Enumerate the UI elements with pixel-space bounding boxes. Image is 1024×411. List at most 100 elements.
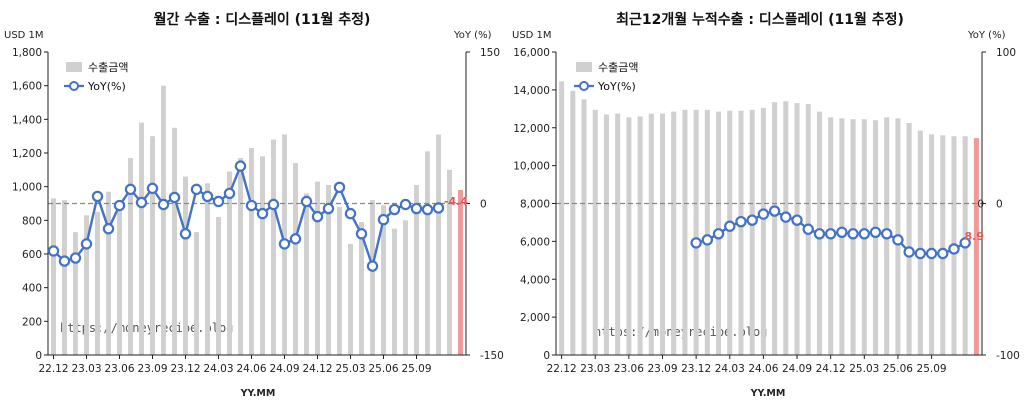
yoy-point	[201, 190, 214, 203]
yoy-point	[267, 198, 280, 211]
x-tick-label: 22.12	[38, 363, 68, 375]
bar	[425, 151, 430, 355]
bar	[738, 110, 744, 355]
legend-label: 수출금액	[598, 61, 638, 74]
bar	[337, 206, 342, 355]
y2-tick-label: 100	[996, 47, 1016, 59]
bar	[414, 184, 419, 355]
bar	[794, 103, 800, 355]
yoy-point	[289, 233, 302, 245]
bar	[603, 114, 609, 356]
bar	[359, 222, 364, 355]
bar	[381, 205, 386, 355]
yoy-point	[824, 228, 837, 240]
yoy-point	[168, 191, 181, 204]
y-tick-label: 600	[22, 249, 42, 261]
bar	[403, 220, 408, 355]
yoy-point	[344, 207, 357, 220]
bar	[559, 81, 565, 356]
chart-cumulative-exports: 최근12개월 누적수출 : 디스플레이 (11월 추정) USD 1M YoY …	[512, 11, 1020, 399]
bar	[447, 169, 452, 355]
bar	[128, 158, 133, 355]
bar	[205, 183, 210, 355]
chart-monthly-exports: 월간 수출 : 디스플레이 (11월 추정) USD 1M YoY (%) YY…	[4, 11, 504, 399]
yoy-point	[791, 214, 803, 226]
bar	[392, 228, 397, 355]
y-tick-label: 800	[22, 215, 42, 227]
x-tick-label: 23.12	[170, 363, 200, 375]
legend-label: YoY(%)	[87, 80, 126, 93]
yoy-point	[948, 243, 960, 255]
bar	[370, 200, 375, 355]
yoy-point	[712, 228, 725, 240]
y2-tick-label: -150	[480, 350, 504, 362]
x-tick-label: 25.09	[917, 363, 947, 375]
bar	[260, 156, 265, 355]
bar	[682, 109, 688, 356]
x-tick-label: 24.06	[236, 363, 266, 375]
yoy-point	[113, 199, 126, 212]
legend-label: 수출금액	[88, 61, 128, 74]
last-value-label: -4.4	[444, 195, 468, 208]
bar	[973, 138, 979, 355]
yoy-point	[190, 183, 203, 196]
x-tick-label: 24.06	[748, 363, 778, 375]
bar	[62, 200, 67, 355]
bar	[581, 99, 587, 355]
x-tick-label: 23.12	[681, 363, 711, 375]
bar	[704, 109, 710, 356]
bar	[95, 211, 100, 355]
bar	[749, 109, 755, 356]
yoy-point	[157, 198, 170, 211]
bar	[326, 184, 331, 355]
yoy-point	[768, 205, 781, 217]
bar	[150, 136, 155, 355]
x-tick-label: 24.09	[269, 363, 299, 375]
yoy-point	[399, 198, 412, 211]
x-tick-label: 23.03	[71, 363, 101, 375]
bar	[315, 181, 320, 355]
watermark: https://moneyrecipe.blog	[594, 325, 767, 339]
bar	[216, 216, 221, 355]
yoy-point	[58, 255, 71, 267]
x-axis-label: YY.MM	[240, 388, 276, 399]
y-tick-label: 14,000	[513, 85, 550, 97]
bar	[117, 200, 122, 355]
yoy-point	[914, 247, 927, 260]
yoy-point	[757, 208, 770, 220]
y-tick-label: 8,000	[520, 199, 550, 211]
x-tick-label: 23.03	[580, 363, 610, 375]
y2-axis-unit: YoY (%)	[967, 30, 1006, 41]
x-tick-label: 22.12	[547, 363, 577, 375]
x-tick-label: 24.12	[816, 363, 846, 375]
bar	[249, 147, 254, 355]
y-tick-label: 16,000	[513, 47, 550, 59]
yoy-point	[410, 202, 423, 215]
bar	[637, 116, 643, 355]
x-tick-label: 24.12	[302, 363, 332, 375]
bar	[760, 107, 766, 355]
yoy-point	[234, 160, 247, 172]
y-tick-label: 0	[543, 350, 550, 362]
y-tick-label: 1,800	[12, 47, 42, 59]
y-axis-unit: USD 1M	[512, 30, 552, 41]
yoy-point	[858, 228, 870, 240]
yoy-point	[701, 234, 714, 246]
bar	[917, 130, 923, 355]
watermark: https://moneyrecipe.blog	[60, 321, 233, 335]
x-tick-label: 24.03	[203, 363, 233, 375]
yoy-point	[925, 247, 938, 260]
x-tick-label: 23.06	[104, 363, 134, 375]
yoy-point	[124, 183, 137, 196]
chart-title: 최근12개월 누적수출 : 디스플레이 (11월 추정)	[616, 11, 904, 28]
y-tick-label: 6,000	[520, 236, 550, 248]
yoy-point	[179, 228, 192, 240]
yoy-point	[80, 238, 93, 250]
last-value-label: 0	[977, 199, 984, 211]
yoy-point	[91, 190, 104, 203]
yoy-point	[322, 202, 335, 215]
x-tick-label: 25.03	[335, 363, 365, 375]
bar	[161, 85, 166, 356]
yoy-point	[881, 228, 893, 240]
